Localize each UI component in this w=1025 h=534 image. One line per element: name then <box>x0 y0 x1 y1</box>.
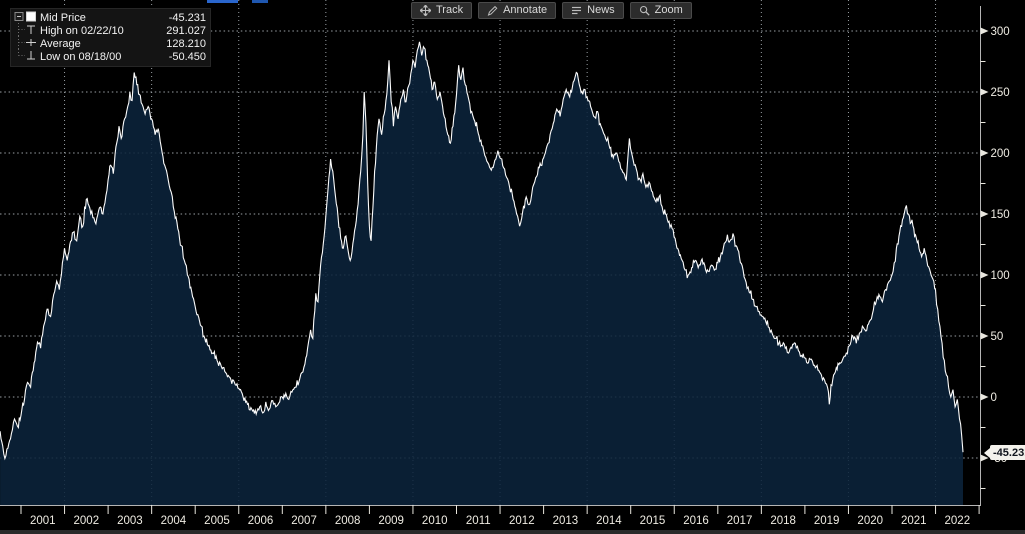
legend-row-mid-price[interactable]: Mid Price -45.231 <box>14 11 206 24</box>
zoom-button-label: Zoom <box>654 4 683 16</box>
legend-high-value: 291.027 <box>166 24 206 37</box>
pencil-icon <box>487 5 498 16</box>
track-button-label: Track <box>436 4 464 16</box>
magnifier-icon <box>639 5 650 16</box>
svg-text:250: 250 <box>991 87 1010 99</box>
svg-text:2015: 2015 <box>640 515 666 527</box>
legend-row-high[interactable]: High on 02/22/10 291.027 <box>14 22 206 39</box>
legend-row-average[interactable]: Average 128.210 <box>14 35 206 52</box>
track-crosshair-icon <box>420 5 431 16</box>
svg-text:2004: 2004 <box>161 515 187 527</box>
track-button[interactable]: Track <box>411 2 473 19</box>
legend-low-label: Low on 08/18/00 <box>40 50 122 63</box>
legend-high-label: High on 02/22/10 <box>40 24 124 37</box>
top-accent-bar <box>207 0 238 3</box>
svg-text:2006: 2006 <box>248 515 274 527</box>
low-marker-icon <box>14 48 40 65</box>
legend-series-label: Mid Price <box>40 11 86 24</box>
svg-text:50: 50 <box>991 331 1004 343</box>
svg-text:2001: 2001 <box>30 515 56 527</box>
svg-text:2017: 2017 <box>727 515 753 527</box>
svg-text:2010: 2010 <box>422 515 448 527</box>
news-lines-icon <box>571 5 582 16</box>
svg-text:2009: 2009 <box>378 515 404 527</box>
legend-average-value: 128.210 <box>166 37 206 50</box>
svg-text:200: 200 <box>991 148 1010 160</box>
svg-text:2008: 2008 <box>335 515 361 527</box>
average-marker-icon <box>14 35 40 52</box>
last-price-badge: -45.231 <box>990 445 1025 460</box>
legend-row-low[interactable]: Low on 08/18/00 -50.450 <box>14 48 206 65</box>
legend-low-value: -50.450 <box>168 50 206 63</box>
last-price-value: -45.231 <box>993 446 1025 459</box>
svg-text:2019: 2019 <box>814 515 840 527</box>
chart-legend: Mid Price -45.231 High on 02/22/10 291.0… <box>10 8 211 67</box>
svg-text:2016: 2016 <box>683 515 709 527</box>
svg-text:2013: 2013 <box>553 515 579 527</box>
news-button[interactable]: News <box>562 2 624 19</box>
top-accent-bar <box>252 0 268 3</box>
svg-text:2007: 2007 <box>291 515 317 527</box>
svg-text:2022: 2022 <box>945 515 971 527</box>
svg-text:2003: 2003 <box>117 515 143 527</box>
svg-text:2005: 2005 <box>204 515 230 527</box>
news-button-label: News <box>587 4 615 16</box>
svg-text:100: 100 <box>991 270 1010 282</box>
svg-text:2021: 2021 <box>901 515 927 527</box>
legend-average-label: Average <box>40 37 81 50</box>
svg-text:2014: 2014 <box>596 515 622 527</box>
annotate-button[interactable]: Annotate <box>478 2 557 19</box>
svg-text:2011: 2011 <box>466 515 491 527</box>
svg-text:300: 300 <box>991 26 1010 38</box>
svg-text:2002: 2002 <box>74 515 100 527</box>
bottom-window-edge <box>0 530 1025 534</box>
annotate-button-label: Annotate <box>503 4 548 16</box>
svg-text:2020: 2020 <box>857 515 883 527</box>
high-marker-icon <box>14 22 40 39</box>
svg-text:150: 150 <box>991 209 1010 221</box>
svg-text:2018: 2018 <box>770 515 796 527</box>
legend-collapse-toggle-icon[interactable] <box>14 11 25 25</box>
chart-toolbar: Track Annotate News Zoom <box>411 2 692 19</box>
series-swatch <box>25 11 37 25</box>
zoom-button[interactable]: Zoom <box>629 2 692 19</box>
svg-text:0: 0 <box>991 392 997 404</box>
svg-text:2012: 2012 <box>509 515 535 527</box>
legend-series-value: -45.231 <box>168 11 206 24</box>
